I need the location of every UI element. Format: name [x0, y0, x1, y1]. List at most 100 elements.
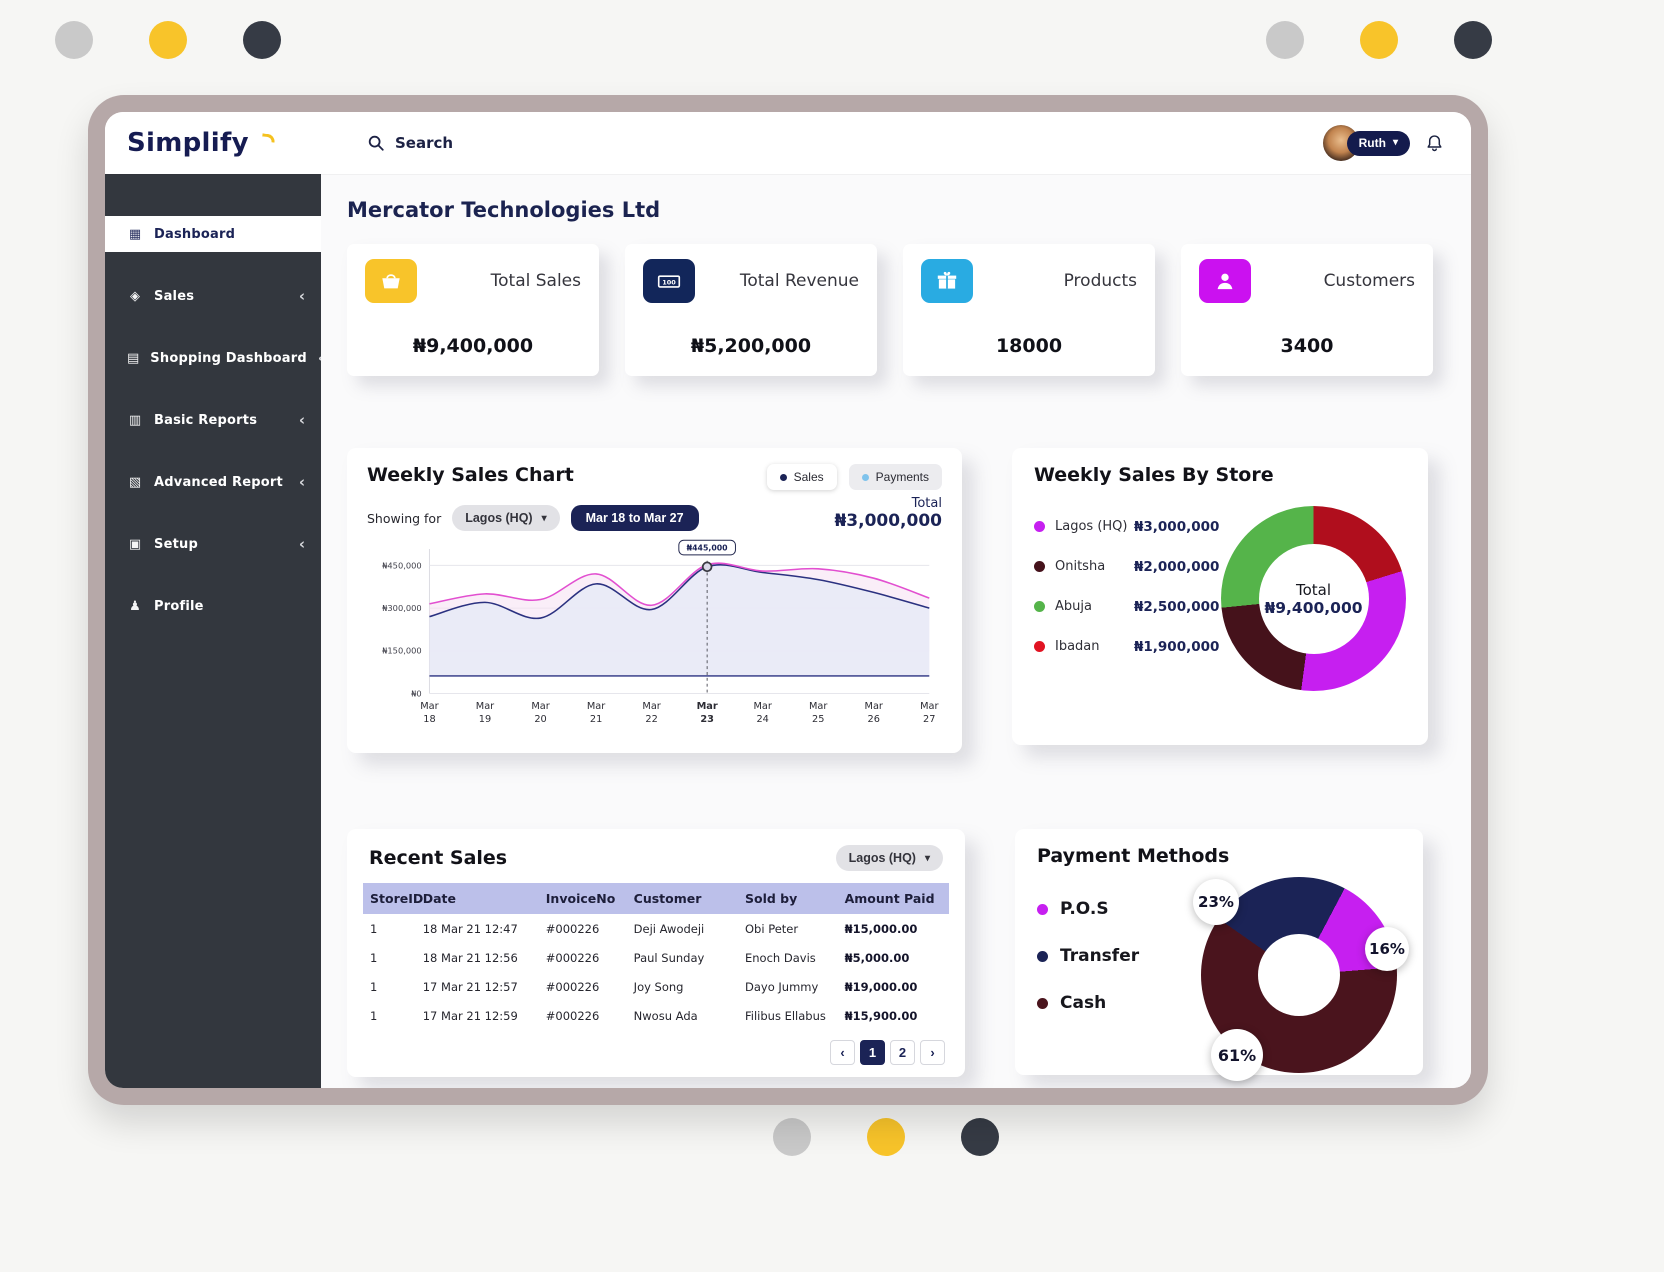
bottom-row: Recent Sales Lagos (HQ) ▾ StoreID Date: [347, 829, 1449, 1081]
decor-dot: [243, 21, 281, 59]
report-plus-icon: ▧: [128, 474, 142, 490]
dashboard-icon: ▦: [128, 226, 142, 242]
table-header-row: StoreID Date InvoiceNo Customer Sold by …: [363, 883, 949, 914]
stat-card-total-revenue: 100 Total Revenue ₦5,200,000: [625, 244, 877, 376]
chevron-left-icon: ‹: [298, 473, 305, 491]
legend-label: Payments: [875, 470, 929, 484]
store-legend: Lagos (HQ) ₦3,000,000 Onitsha ₦2,000,000…: [1034, 519, 1221, 679]
bell-icon: [1427, 134, 1442, 151]
payment-legend-item: Cash: [1037, 993, 1139, 1013]
pager-page-1[interactable]: 1: [860, 1040, 885, 1065]
column-header: StoreID: [363, 883, 423, 914]
store-legend-item: Onitsha ₦2,000,000: [1034, 559, 1221, 575]
pager-next-button[interactable]: ›: [920, 1040, 945, 1065]
column-header: Customer: [626, 883, 738, 914]
tag-icon: ◈: [130, 288, 140, 304]
shopping-bag-icon: ▤: [127, 350, 140, 366]
stat-label: Total Sales: [490, 271, 581, 291]
device-frame: Simplify Search Ruth ▾ ▦ Dashboard: [88, 95, 1488, 1105]
legend-value: ₦2,000,000: [1134, 558, 1220, 575]
legend-label: Abuja: [1055, 599, 1092, 614]
app-window: Simplify Search Ruth ▾ ▦ Dashboard: [105, 112, 1471, 1088]
date-range-button[interactable]: Mar 18 to Mar 27: [570, 505, 699, 531]
legend-dot: [1034, 641, 1045, 652]
chevron-down-icon: ▾: [1392, 137, 1398, 148]
legend-value: ₦3,000,000: [1134, 518, 1220, 535]
pager-page-2[interactable]: 2: [890, 1040, 915, 1065]
charts-row: Weekly Sales Chart Sales Payments: [347, 448, 1449, 753]
table-row: 1 17 Mar 21 12:59 #000226 Nwosu Ada Fili…: [363, 1001, 949, 1030]
notifications-button[interactable]: [1424, 133, 1445, 154]
donut-center-label: Total: [1295, 580, 1332, 599]
chart-legend: Sales Payments: [766, 464, 942, 490]
chevron-left-icon: ‹: [298, 287, 305, 305]
sidebar-item-setup[interactable]: ▣ Setup ‹: [105, 526, 321, 562]
sidebar: ▦ Dashboard ◈ Sales ‹ ▤ Shopping Dashboa…: [105, 174, 324, 1088]
stat-value: 18000: [995, 335, 1063, 357]
cell-storeid: 1: [370, 921, 378, 936]
sidebar-item-dashboard[interactable]: ▦ Dashboard: [105, 216, 321, 252]
cell-soldby: Dayo Jummy: [745, 979, 819, 994]
app-logo: Simplify: [127, 128, 249, 158]
donut-callout: 23%: [1193, 879, 1239, 925]
sidebar-item-sales[interactable]: ◈ Sales ‹: [105, 278, 321, 314]
stat-value: ₦5,200,000: [690, 335, 812, 357]
legend-label: Sales: [793, 470, 824, 484]
payment-donut-chart: 23% 16% 61%: [1193, 877, 1409, 1081]
recent-sales-table: StoreID Date InvoiceNo Customer Sold by …: [363, 883, 949, 1030]
stat-label: Customers: [1323, 271, 1415, 291]
legend-toggle-payments[interactable]: Payments: [848, 464, 942, 490]
weekly-sales-line-svg: ₦450,000 ₦300,000 ₦150,000 ₦0 ₦445,000 Mar 18 M…: [382, 539, 939, 725]
page-title: Mercator Technologies Ltd: [347, 198, 661, 222]
main-content: Mercator Technologies Ltd Total Sales ₦9…: [321, 174, 1471, 1088]
sidebar-item-profile[interactable]: ♟ Profile: [105, 588, 321, 624]
cell-invoice: #000226: [545, 950, 600, 965]
cell-invoice: #000226: [545, 1008, 600, 1023]
decor-dot: [961, 1118, 999, 1156]
top-right-actions: Ruth ▾: [1322, 125, 1471, 161]
logo-accent: [261, 133, 276, 143]
chevron-left-icon: ‹: [298, 535, 305, 553]
pagination: ‹ 1 2 ›: [363, 1040, 949, 1065]
store-legend-item: Ibadan ₦1,900,000: [1034, 639, 1221, 655]
legend-dot: [1034, 521, 1045, 532]
store-filter-dropdown[interactable]: Lagos (HQ) ▾: [452, 505, 560, 531]
svg-text:₦450,000: ₦450,000: [382, 560, 422, 570]
store-legend-item: Lagos (HQ) ₦3,000,000: [1034, 519, 1221, 535]
legend-label: Onitsha: [1055, 559, 1106, 574]
sidebar-item-basic-reports[interactable]: ▥ Basic Reports ‹: [105, 402, 321, 438]
payment-legend-item: P.O.S: [1037, 899, 1139, 919]
cell-soldby: Filibus Ellabus: [745, 1008, 826, 1023]
cell-customer: Deji Awodeji: [633, 921, 705, 936]
pager-prev-button[interactable]: ‹: [830, 1040, 855, 1065]
legend-dot: [1037, 903, 1048, 915]
cell-invoice: #000226: [545, 979, 600, 994]
stat-card-products: Products 18000: [903, 244, 1155, 376]
sidebar-item-label: Dashboard: [154, 226, 236, 242]
cell-storeid: 1: [370, 950, 378, 965]
recent-sales-store-dropdown[interactable]: Lagos (HQ) ▾: [835, 845, 943, 871]
user-menu-button[interactable]: Ruth ▾: [1346, 130, 1410, 156]
stat-card-total-sales: Total Sales ₦9,400,000: [347, 244, 599, 376]
card-title: Weekly Sales By Store: [1034, 464, 1274, 486]
legend-toggle-sales[interactable]: Sales: [766, 464, 837, 490]
chart-total-label: Total: [911, 496, 942, 511]
cell-amount: ₦5,000.00: [844, 950, 910, 965]
sidebar-item-shopping-dashboard[interactable]: ▤ Shopping Dashboard ‹: [105, 340, 324, 376]
legend-label: Ibadan: [1055, 639, 1100, 654]
user-name: Ruth: [1358, 136, 1386, 150]
search-input[interactable]: Search: [367, 134, 453, 152]
report-icon: ▥: [128, 412, 142, 428]
person-icon: [1199, 259, 1251, 303]
search-icon: [368, 135, 384, 151]
column-header: Sold by: [738, 883, 838, 914]
sidebar-item-advanced-report[interactable]: ▧ Advanced Report ‹: [105, 464, 321, 500]
decor-dots-top-left: [55, 21, 281, 59]
app-body: ▦ Dashboard ◈ Sales ‹ ▤ Shopping Dashboa…: [105, 174, 1471, 1088]
donut-callout: 16%: [1365, 927, 1409, 971]
sidebar-item-label: Basic Reports: [154, 412, 258, 428]
store-filter-value: Lagos (HQ): [848, 851, 916, 865]
